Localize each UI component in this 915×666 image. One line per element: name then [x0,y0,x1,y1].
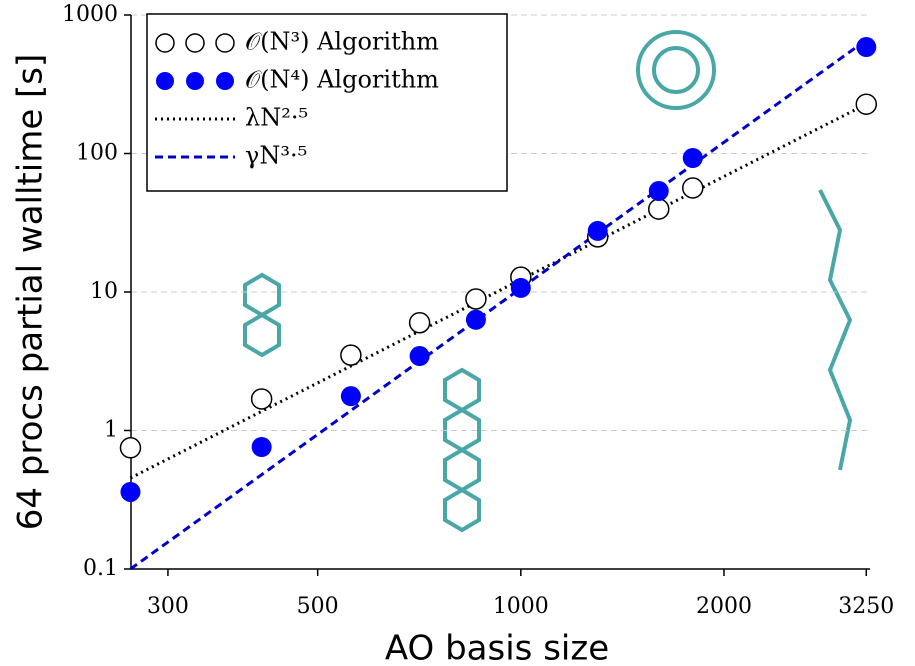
data-point [465,288,487,310]
y-axis-label: 64 procs partial walltime [s] [11,54,51,531]
legend-marker [155,33,175,53]
legend-label: γN³·⁵ [245,142,307,170]
data-point [510,277,531,298]
legend-label: 𝒪(N³) Algorithm [245,28,439,56]
data-point [856,37,877,58]
legend-box [146,13,508,192]
legend-marker [186,72,204,90]
y-tick-label: 1000 [62,2,118,27]
data-point [409,346,430,367]
y-tick-label: 1 [104,418,118,443]
x-tick-label: 1000 [493,594,549,619]
legend-label: 𝒪(N⁴) Algorithm [245,66,439,94]
data-point [682,177,704,199]
data-point [587,220,608,241]
y-tick-label: 0.1 [83,556,118,581]
legend-marker [185,33,205,53]
molecule-decoration [243,30,853,533]
data-point [340,386,361,407]
data-point [682,147,703,168]
data-point [465,309,486,330]
data-point [648,198,670,220]
x-axis-label: AO basis size [385,629,609,666]
y-tick-label: 100 [76,141,118,166]
legend-marker [156,72,174,90]
data-point [648,181,669,202]
data-point [340,344,362,366]
x-tick-label: 3250 [838,594,894,619]
x-tick-label: 2000 [696,594,752,619]
legend-label: λN²·⁵ [245,104,308,132]
data-point [251,437,272,458]
y-tick-label: 10 [90,279,118,304]
data-point [250,388,273,410]
legend-marker [216,72,234,90]
legend-marker [215,33,235,53]
legend: 𝒪(N³) Algorithm 𝒪(N⁴) Algorithm λN²·⁵ γN³·⁵ [146,13,508,192]
data-point [408,311,431,334]
fit-line [129,38,868,571]
x-tick-label: 300 [147,594,189,619]
data-point [119,437,142,459]
data-point [855,93,878,115]
data-point [120,481,141,502]
x-tick-label: 500 [297,594,339,619]
